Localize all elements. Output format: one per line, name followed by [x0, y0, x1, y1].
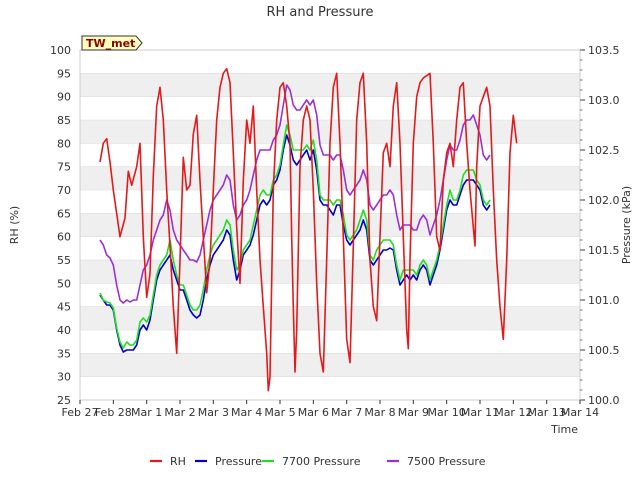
left-tick-label: 75: [57, 161, 71, 174]
legend-label: 7500 Pressure: [407, 455, 486, 468]
station-badge-label: TW_met: [86, 37, 135, 50]
x-tick-label: Mar 3: [198, 406, 229, 419]
grid-band: [80, 73, 580, 97]
legend: RH Pressure 7700 Pressure 7500 Pressure: [150, 455, 486, 468]
x-tick-label: Feb 27: [62, 406, 99, 419]
left-tick-label: 45: [57, 301, 71, 314]
left-axis-title: RH (%): [8, 206, 21, 244]
grid-band: [80, 190, 580, 214]
right-axis-title: Pressure (kPa): [620, 186, 633, 264]
grid-band: [80, 306, 580, 330]
right-axis-ticks: 100.0 100.5 101.0 101.5 102.0 102.5 103.0 103.5: [580, 44, 620, 407]
x-tick-label: Mar 14: [561, 406, 599, 419]
left-tick-label: 80: [57, 137, 71, 150]
right-tick-label: 103.0: [588, 94, 620, 107]
series-line-rh: [99, 67, 518, 392]
left-tick-label: 65: [57, 207, 71, 220]
left-axis-ticks: 25 30 35 40 45 50 55 60 65 70 75 80 85 90 95 100: [50, 44, 71, 407]
right-tick-label: 102.5: [588, 144, 620, 157]
station-badge: TW_met: [81, 35, 143, 51]
right-tick-label: 102.0: [588, 194, 620, 207]
x-tick-label: Mar 8: [364, 406, 395, 419]
legend-label: Pressure: [215, 455, 262, 468]
grid-bands: [80, 50, 580, 401]
x-axis-title: Time: [550, 423, 578, 436]
left-tick-label: 100: [50, 44, 71, 57]
grid-band: [80, 260, 580, 284]
grid-band: [80, 353, 580, 377]
series-line-7500-pressure: [99, 84, 491, 304]
left-tick-label: 95: [57, 67, 71, 80]
x-tick-label: Mar 9: [398, 406, 429, 419]
x-tick-label: Feb 28: [95, 406, 132, 419]
grid-band: [80, 330, 580, 354]
x-tick-label: Mar 13: [528, 406, 566, 419]
plot-frame: [79, 49, 581, 401]
series-line-7700-pressure: [99, 124, 491, 349]
x-tick-label: Mar 5: [264, 406, 295, 419]
right-tick-label: 100.0: [588, 394, 620, 407]
left-tick-label: 30: [57, 371, 71, 384]
left-tick-label: 35: [57, 347, 71, 360]
right-tick-label: 100.5: [588, 344, 620, 357]
left-tick-label: 60: [57, 231, 71, 244]
left-tick-label: 50: [57, 277, 71, 290]
x-tick-label: Mar 7: [331, 406, 362, 419]
right-tick-label: 101.0: [588, 294, 620, 307]
right-tick-label: 103.5: [588, 44, 620, 57]
x-tick-label: Mar 1: [131, 406, 162, 419]
grid-band: [80, 50, 580, 74]
left-tick-label: 90: [57, 91, 71, 104]
chart-title: RH and Pressure: [266, 5, 373, 20]
left-tick-label: 85: [57, 114, 71, 127]
grid-band: [80, 166, 580, 190]
grid-band: [80, 96, 580, 120]
x-tick-label: Mar 6: [298, 406, 329, 419]
legend-label: RH: [170, 455, 186, 468]
x-tick-label: Mar 12: [494, 406, 532, 419]
series-layer: [99, 67, 518, 392]
x-tick-label: Mar 11: [461, 406, 499, 419]
left-tick-label: 55: [57, 254, 71, 267]
x-tick-label: Mar 10: [428, 406, 466, 419]
legend-label: 7700 Pressure: [282, 455, 361, 468]
grid-band: [80, 236, 580, 260]
left-tick-label: 40: [57, 324, 71, 337]
left-tick-label: 25: [57, 394, 71, 407]
right-tick-label: 101.5: [588, 244, 620, 257]
left-tick-label: 70: [57, 184, 71, 197]
x-tick-label: Mar 4: [231, 406, 262, 419]
series-line-pressure: [99, 134, 491, 353]
grid-band: [80, 376, 580, 400]
x-tick-label: Mar 2: [164, 406, 195, 419]
